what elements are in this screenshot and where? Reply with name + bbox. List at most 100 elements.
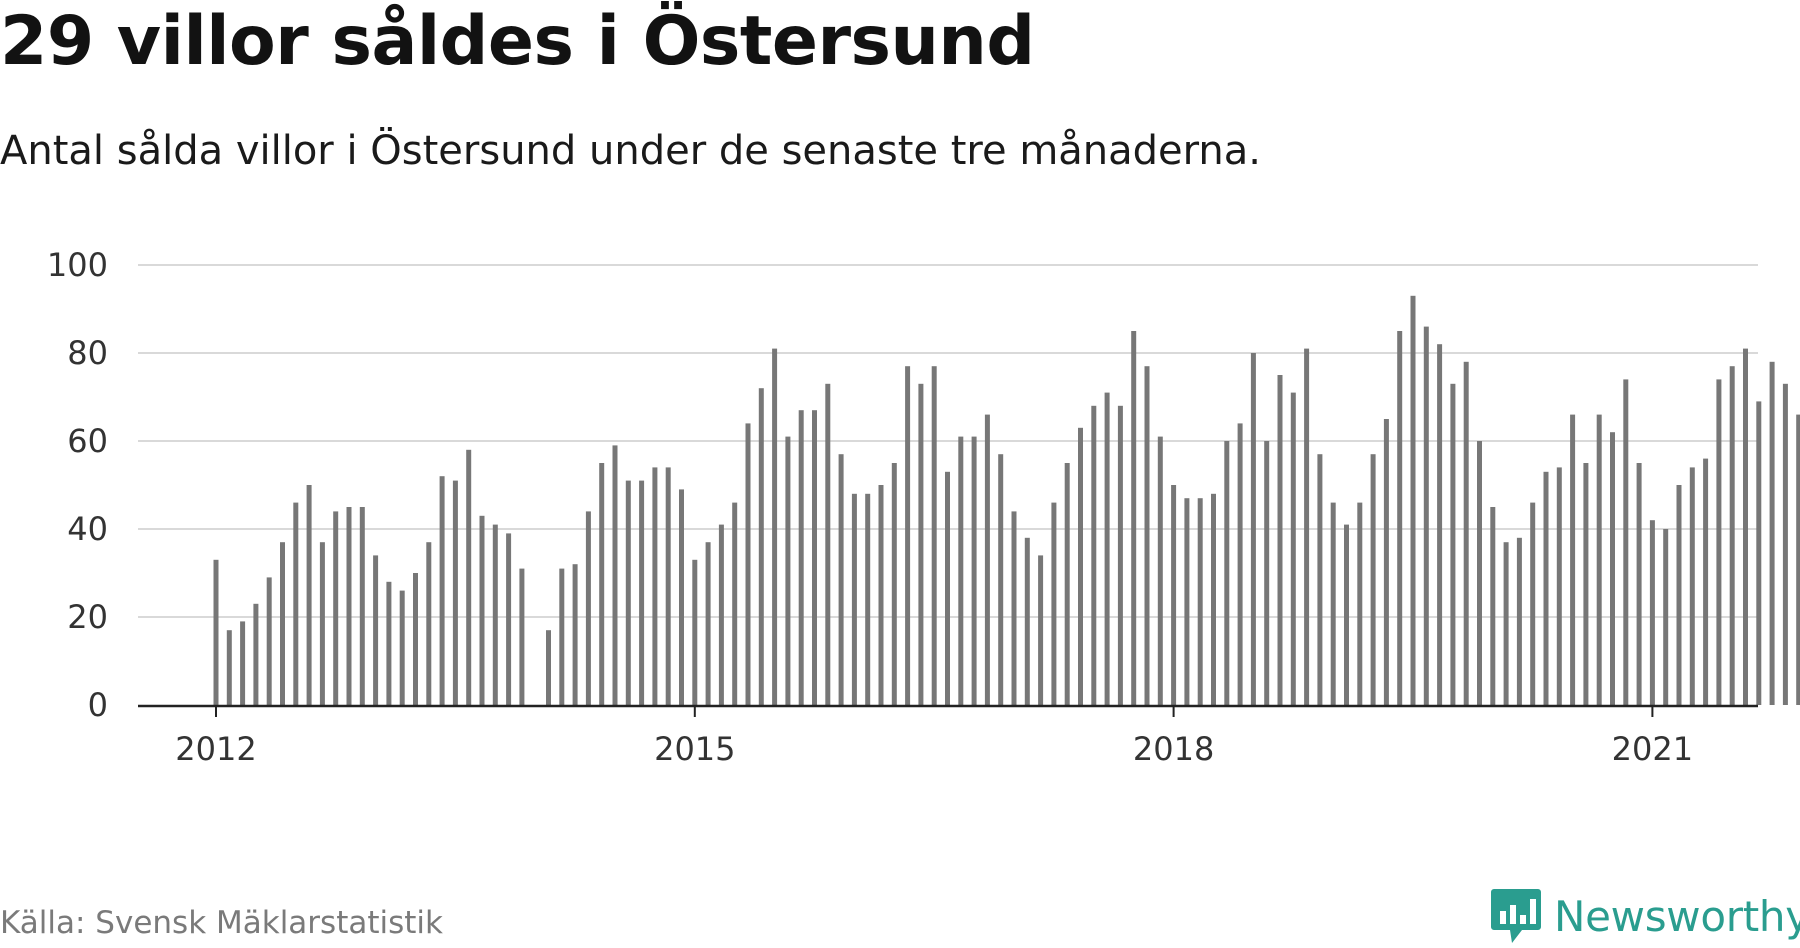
bar [1330,502,1336,705]
bar [758,388,764,705]
bar [1703,458,1709,705]
bar [1769,361,1775,705]
bar [1556,467,1562,705]
bar [998,454,1004,705]
bar [1171,485,1177,705]
newsworthy-logo[interactable]: Newsworthy [1490,885,1800,947]
bar [745,423,751,705]
bar [718,524,724,705]
bar [226,630,232,705]
bar [652,467,658,705]
bar [319,542,325,705]
bar [918,383,924,705]
bar [1011,511,1017,705]
bar [546,630,551,705]
bar [851,493,857,705]
bar [639,480,645,705]
bar [1490,507,1496,705]
bar [865,493,871,705]
bar [1410,295,1416,705]
bar [1636,463,1642,705]
x-axis-ticks: 20122015201820212023 [175,706,1693,768]
bar [240,621,246,705]
bar [1344,524,1349,705]
bar [1796,414,1800,705]
bar [466,449,472,705]
chart-title: 29 villor såldes i Östersund [0,2,1035,81]
bar [1596,414,1602,705]
chart-subtitle: Antal sålda villor i Östersund under de … [0,128,1261,174]
bar [732,502,738,705]
x-tick-label: 2015 [654,730,735,768]
bar [253,603,259,705]
bar [1583,463,1589,705]
bar [479,515,485,705]
bar [1024,537,1030,705]
bar [1530,502,1536,705]
bar [1038,555,1044,705]
bar [612,445,618,705]
bar [1383,419,1389,705]
bar [1756,401,1762,705]
bar [1197,498,1203,705]
bar [1663,529,1669,705]
bar [1450,383,1456,705]
bar [1689,467,1695,705]
bar [373,555,379,705]
bar [1543,471,1549,705]
bar [958,436,964,705]
newsworthy-logo-text: Newsworthy [1554,891,1800,941]
bar [692,559,698,705]
bar [931,366,937,705]
bar [945,471,950,705]
bar [426,542,432,705]
bar [891,463,897,705]
bar [1676,485,1682,705]
bar [825,383,831,705]
bar [1277,375,1283,705]
bar [798,410,804,705]
bar [346,507,352,705]
bar [785,436,791,705]
bar [625,480,631,705]
bar [1477,441,1482,705]
bar [1064,463,1070,705]
bar [519,568,525,705]
bar [293,502,299,705]
bar [266,577,272,705]
bar [1144,366,1150,705]
bar [705,542,711,705]
bar [1317,454,1323,705]
bar [1623,379,1629,705]
bar [1782,383,1788,705]
bar [1290,392,1296,705]
bar [1516,537,1522,705]
bar [1224,441,1230,705]
source-note: Källa: Svensk Mäklarstatistik [0,905,443,941]
bar [1157,436,1163,705]
bar [333,511,339,705]
bar [559,568,565,705]
bar [1051,502,1057,705]
bar [1570,414,1576,705]
y-tick-label: 40 [67,510,108,548]
bar [306,485,312,705]
x-tick-label: 2018 [1133,730,1214,768]
bar [1237,423,1243,705]
newsworthy-logo-icon [1491,889,1541,943]
x-tick-label: 2021 [1612,730,1693,768]
y-tick-label: 100 [47,246,108,284]
bar [1503,542,1509,705]
bars [213,295,1800,705]
bar [1357,502,1363,705]
bar [1649,520,1655,705]
bar [1716,379,1722,705]
bar [1304,348,1310,705]
bar [1370,454,1376,705]
bar [1131,331,1137,705]
bar [386,581,392,705]
bar [572,564,578,705]
bar [452,480,458,705]
bar [585,511,591,705]
